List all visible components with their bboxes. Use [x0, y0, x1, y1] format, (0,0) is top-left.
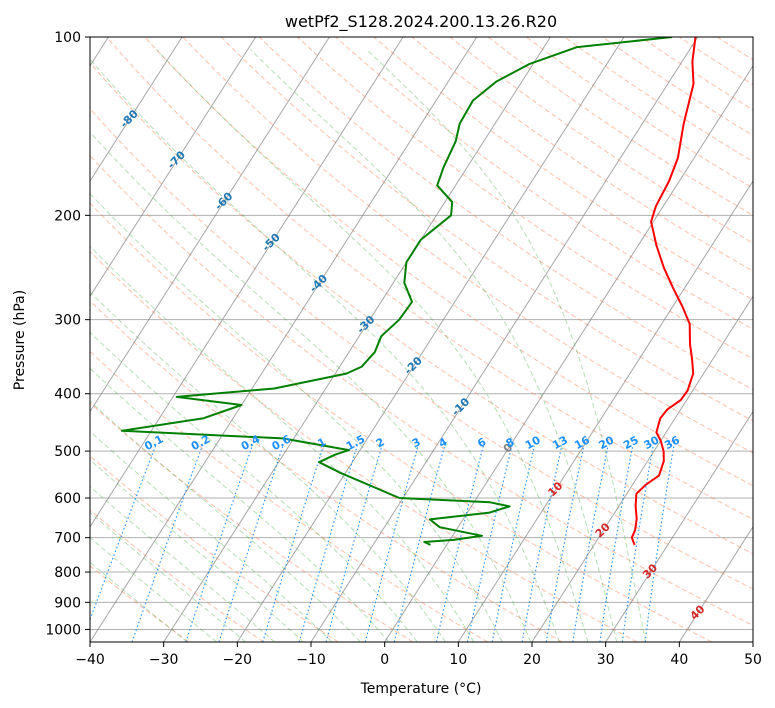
- dry-adiabat-line: [90, 300, 563, 642]
- isotherm-line: [457, 180, 753, 642]
- mixing-ratio-line: [572, 445, 609, 642]
- mixing-ratio-label: 30: [642, 433, 662, 452]
- x-tick-label: 30: [597, 652, 615, 668]
- dry-adiabat-line: [334, 37, 753, 330]
- x-axis-label: Temperature (°C): [360, 681, 482, 697]
- y-tick-label: 300: [54, 313, 81, 329]
- mixing-ratio-line: [466, 445, 513, 642]
- isotherm-line: [90, 37, 183, 182]
- mixing-ratio-line: [435, 445, 484, 642]
- dry-adiabat-line: [90, 61, 753, 555]
- moist-adiabat-line: [366, 49, 647, 642]
- y-tick-label: 700: [54, 531, 81, 547]
- mixing-ratio-line: [325, 445, 383, 642]
- y-tick-label: 100: [54, 30, 81, 46]
- moist-adiabat-line: [90, 291, 446, 642]
- sounding-line: [630, 37, 697, 546]
- chart-title: wetPf2_S128.2024.200.13.26.R20: [285, 12, 557, 32]
- y-tick-label: 500: [54, 444, 81, 460]
- x-tick-label: −20: [223, 652, 253, 668]
- x-axis-ticks: −40 −30 −20 −10 0 10 20 30 40 50: [75, 642, 762, 668]
- mixing-ratio-label: 13: [550, 433, 570, 452]
- moist-adiabat-line: [90, 485, 275, 642]
- mixing-ratio-line: [599, 445, 634, 642]
- y-tick-label: 800: [54, 565, 81, 581]
- isotherm-line: [90, 37, 478, 642]
- moist-adiabat-line: [90, 561, 188, 642]
- mixing-ratio-label: 20: [597, 433, 617, 452]
- mixing-ratio-line: [621, 445, 654, 642]
- dry-adiabat-line: [90, 154, 753, 627]
- y-tick-label: 1000: [45, 622, 81, 638]
- dry-adiabat-line: [182, 37, 753, 454]
- dry-adiabat-line: [90, 402, 414, 642]
- dry-adiabat-line: [220, 37, 753, 422]
- x-tick-label: −10: [296, 652, 326, 668]
- sounding-profiles: [120, 37, 697, 546]
- isotherm-line: [90, 37, 404, 528]
- x-tick-label: −40: [75, 652, 105, 668]
- mixing-ratio-line: [90, 445, 157, 622]
- y-axis-ticks: 100 200 300 400 500 600 700 800 900 1000: [45, 30, 90, 638]
- mixing-ratio-line: [521, 445, 563, 642]
- y-axis-label: Pressure (hPa): [12, 290, 28, 390]
- x-tick-label: 0: [380, 652, 389, 668]
- mixing-ratio-label: 36: [662, 433, 682, 452]
- dry-adiabat-line: [106, 37, 753, 520]
- dry-adiabat-line: [90, 108, 753, 590]
- dry-adiabat-line: [373, 37, 753, 301]
- moist-adiabat-line: [90, 536, 217, 642]
- isotherm-line: [163, 37, 551, 642]
- moist-adiabat-line: [90, 400, 361, 642]
- moist-adiabats: [90, 49, 647, 642]
- mixing-ratio-line: [491, 445, 536, 642]
- mixing-ratio-line: [262, 445, 325, 642]
- moist-adiabat-line: [90, 192, 503, 642]
- isotherm-line: [90, 37, 257, 298]
- dry-adiabat-line: [90, 509, 264, 642]
- mixing-ratio-label: 10: [523, 433, 543, 452]
- isotherm-line: [605, 410, 753, 642]
- mixing-ratio-line: [364, 445, 419, 642]
- dry-adiabat-line: [90, 202, 712, 642]
- mixing-ratio-label: 25: [621, 433, 641, 452]
- mixing-ratio-line: [644, 445, 675, 642]
- mixing-ratio-line: [393, 445, 446, 642]
- moist-adiabat-line: [249, 49, 618, 642]
- mixing-ratio-line: [185, 445, 253, 642]
- plot-frame: [89, 36, 754, 643]
- y-tick-label: 900: [54, 595, 81, 611]
- isobar-gridlines: [90, 37, 753, 630]
- isotherm-line: [531, 295, 753, 642]
- y-tick-label: 600: [54, 491, 81, 507]
- moist-adiabat-line: [90, 58, 560, 642]
- dry-adiabat-line: [90, 350, 488, 642]
- mixing-ratio-line: [298, 445, 358, 642]
- x-tick-label: 40: [670, 652, 688, 668]
- mixing-ratio-line: [545, 445, 585, 642]
- x-tick-label: 20: [523, 652, 541, 668]
- x-tick-label: 10: [449, 652, 467, 668]
- isotherm-line: [236, 37, 625, 642]
- x-tick-label: −30: [149, 652, 179, 668]
- moist-adiabat-line: [90, 511, 246, 642]
- moist-adiabat-line: [90, 430, 333, 642]
- mixing-ratio-line: [131, 445, 203, 642]
- x-tick-label: 50: [744, 652, 762, 668]
- isotherm-line: [678, 525, 753, 642]
- moist-adiabat-line: [90, 245, 475, 642]
- y-tick-label: 200: [54, 208, 81, 224]
- isotherm-line: [310, 37, 699, 642]
- moist-adiabat-line: [90, 367, 390, 642]
- mixing-ratio-lines: [90, 445, 675, 642]
- y-tick-label: 400: [54, 387, 81, 403]
- sounding-line: [120, 37, 673, 546]
- isotherm-line: [90, 37, 330, 413]
- mixing-ratio-label: 16: [572, 433, 592, 452]
- moist-adiabat-line: [156, 49, 589, 642]
- mixing-ratio-line: [218, 445, 284, 642]
- skewed-isotherms: [90, 37, 753, 642]
